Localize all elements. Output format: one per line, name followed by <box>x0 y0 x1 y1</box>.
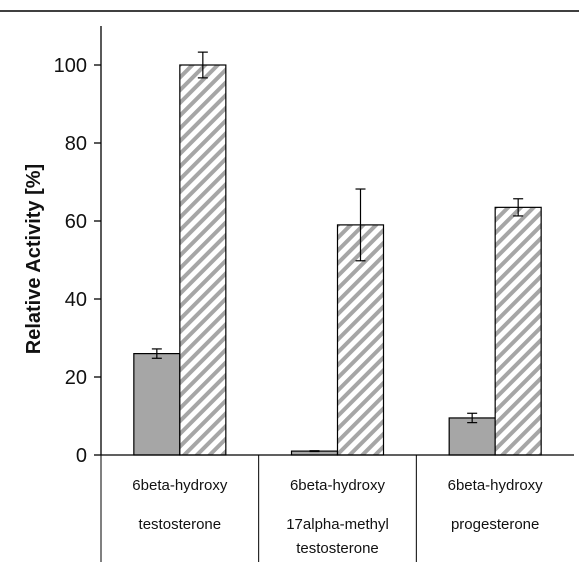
y-axis: 0 20 40 60 80 100 <box>54 26 102 467</box>
y-tick-label: 40 <box>65 289 87 311</box>
y-axis-label: Relative Activity [%] <box>23 164 45 354</box>
category-label: 17alpha-methyl <box>286 516 389 533</box>
bar <box>133 353 181 456</box>
y-tick-label: 0 <box>76 445 87 467</box>
x-axis: 6beta-hydroxy testosterone 6beta-hydroxy 17… <box>100 454 574 562</box>
category-label: testosterone <box>296 540 379 557</box>
category-label: progesterone <box>451 516 539 533</box>
bar <box>448 417 496 456</box>
y-tick-label: 80 <box>65 133 87 155</box>
bars <box>133 51 542 456</box>
bar <box>179 64 227 456</box>
y-tick-label: 60 <box>65 211 87 233</box>
bar <box>494 206 542 456</box>
category-label: 6beta-hydroxy <box>290 477 386 494</box>
y-tick-label: 100 <box>54 55 87 77</box>
y-tick-label: 20 <box>65 367 87 389</box>
category-label: 6beta-hydroxy <box>132 477 228 494</box>
category-label: 6beta-hydroxy <box>448 477 544 494</box>
category-label: testosterone <box>139 516 222 533</box>
